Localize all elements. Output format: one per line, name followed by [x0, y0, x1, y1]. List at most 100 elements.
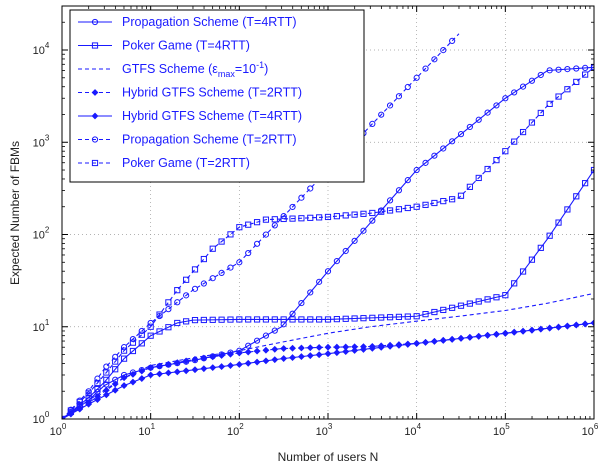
series-marker	[333, 316, 340, 323]
series-marker	[262, 357, 270, 365]
series-marker	[209, 316, 216, 323]
series-marker	[546, 100, 553, 107]
series-marker	[183, 318, 190, 325]
series-marker	[76, 398, 83, 406]
series-marker	[182, 357, 190, 365]
series-marker	[138, 340, 145, 347]
legend-label: Propagation Scheme (T=4RTT)	[122, 15, 297, 29]
series-marker	[297, 344, 305, 352]
series-marker	[245, 342, 252, 349]
series-marker	[103, 363, 110, 370]
series-marker	[342, 212, 349, 219]
series-marker	[253, 316, 261, 323]
series-marker	[431, 308, 438, 316]
series-marker	[183, 276, 190, 283]
series-marker	[262, 346, 270, 354]
series-marker	[244, 359, 252, 367]
series-marker	[129, 370, 137, 378]
series-marker	[307, 185, 314, 192]
series-marker	[564, 66, 571, 73]
series-marker	[156, 362, 163, 370]
series-marker	[519, 268, 527, 275]
series-marker	[200, 255, 207, 263]
series-marker	[430, 337, 438, 345]
series-marker	[306, 344, 314, 352]
series-marker	[164, 369, 172, 377]
series-marker	[120, 347, 128, 354]
series-marker	[280, 316, 287, 323]
series-marker	[457, 131, 465, 138]
legend-label: Propagation Scheme (T=2RTT)	[122, 133, 297, 147]
series-marker	[386, 207, 394, 214]
series-marker	[378, 208, 385, 215]
legend-entry-0: Propagation Scheme (T=4RTT)	[78, 15, 297, 29]
series-marker	[466, 183, 473, 190]
series-marker	[502, 292, 509, 299]
series-marker	[289, 316, 296, 323]
series-marker	[307, 316, 314, 323]
series-marker	[200, 316, 207, 324]
series-marker	[227, 350, 234, 358]
legend-entry-1: Poker Game (T=4RTT)	[78, 39, 250, 53]
series-marker	[315, 351, 323, 359]
series-marker	[351, 347, 359, 354]
legend-swatch-marker	[91, 89, 99, 96]
series-marker	[174, 319, 181, 327]
series-marker	[404, 340, 412, 348]
series-marker	[502, 95, 509, 102]
series-marker	[271, 356, 279, 364]
series-marker	[307, 214, 314, 221]
series-marker	[440, 145, 447, 152]
series-marker	[324, 343, 332, 351]
series-marker	[484, 296, 491, 303]
series-marker	[466, 333, 474, 341]
series-marker	[475, 298, 482, 305]
series-marker	[94, 396, 101, 403]
series-marker	[316, 214, 323, 221]
series-marker	[378, 314, 385, 321]
series-marker	[546, 232, 553, 239]
series-marker	[298, 316, 305, 323]
series-marker	[289, 344, 296, 352]
series-marker	[262, 316, 270, 323]
series-marker	[200, 280, 207, 287]
legend: Propagation Scheme (T=4RTT) Poker Game (T…	[69, 9, 365, 183]
series-marker	[395, 313, 403, 320]
series-marker	[253, 219, 261, 226]
series-marker	[138, 375, 146, 382]
series-marker	[111, 386, 119, 394]
series-marker	[404, 204, 411, 212]
series-marker	[262, 216, 270, 223]
legend-label: Poker Game (T=4RTT)	[122, 39, 250, 53]
series-marker	[369, 314, 376, 321]
series-marker	[351, 211, 358, 218]
series-marker	[120, 355, 128, 362]
series-marker	[386, 102, 394, 109]
series-marker	[528, 119, 536, 126]
series-marker	[466, 123, 473, 131]
series-marker	[147, 332, 154, 339]
x-axis-label: Number of users N	[278, 450, 379, 464]
series-marker	[333, 213, 340, 220]
series-marker	[537, 109, 544, 117]
series-marker	[590, 64, 594, 71]
series-lines	[62, 33, 594, 419]
series-marker	[510, 328, 518, 336]
series-marker	[386, 342, 394, 350]
series-marker	[209, 245, 216, 252]
series-marker	[218, 352, 226, 359]
series-marker	[422, 201, 429, 208]
series-marker	[342, 348, 350, 355]
series-marker	[147, 364, 155, 372]
series-marker	[360, 227, 367, 234]
series-marker	[413, 166, 420, 174]
series-marker	[537, 325, 545, 333]
series-marker	[138, 331, 145, 338]
series-marker	[475, 116, 482, 123]
legend-label: Hybrid GTFS Scheme (T=4RTT)	[122, 109, 302, 123]
series-marker	[129, 335, 137, 343]
legend-label: Poker Game (T=2RTT)	[122, 156, 250, 170]
series-marker	[209, 364, 217, 372]
series-marker	[555, 66, 562, 73]
